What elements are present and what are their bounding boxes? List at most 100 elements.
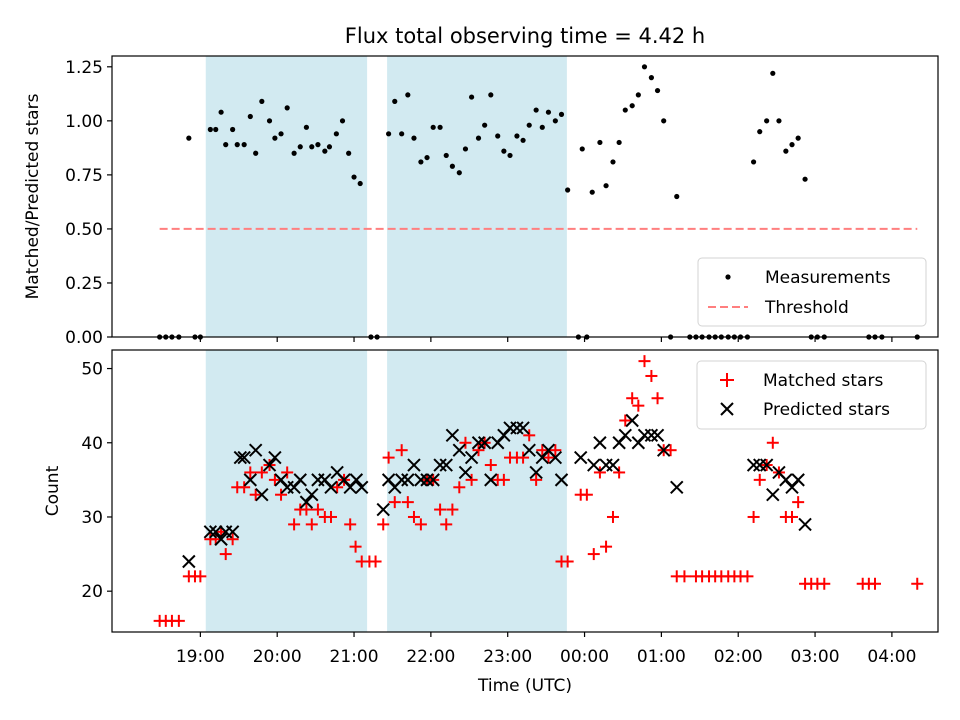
measurement-point: [315, 142, 321, 148]
matched-point: [465, 473, 478, 486]
measurement-point: [272, 135, 278, 141]
measurement-point: [346, 150, 352, 156]
bottom-y-ticks: 20 30 40 50: [81, 360, 112, 602]
matched-point: [747, 510, 760, 523]
top-axes: 0.00 0.25 0.50 0.75 1.00 1.25 Matched/Predict…: [23, 55, 939, 348]
predicted-point: [243, 473, 258, 487]
predicted-point: [225, 525, 240, 539]
predicted-point: [593, 436, 607, 450]
matched-point: [238, 481, 251, 494]
measurement-point: [392, 98, 398, 104]
x-tick-label: 20:00: [253, 647, 302, 667]
predicted-point: [209, 525, 223, 539]
predicted-point: [376, 502, 390, 517]
predicted-point: [464, 450, 479, 465]
x-tick-label: 19:00: [176, 647, 225, 667]
predicted-point: [746, 458, 761, 472]
bottom-legend: Matched stars Predicted stars: [696, 360, 927, 430]
predicted-point: [401, 473, 415, 487]
measurement-point: [795, 135, 801, 141]
measurement-point: [297, 144, 303, 150]
predicted-point: [305, 488, 319, 502]
matched-point: [523, 429, 536, 442]
matched-point: [786, 510, 799, 523]
bottom-axes: 20 30 40 50 19:00 20:00 21:00 22:00 23:00 00:00 0…: [43, 349, 939, 696]
measurement-point: [418, 159, 424, 165]
measurement-point: [533, 107, 539, 113]
matched-point: [497, 473, 510, 486]
predicted-point: [420, 473, 434, 487]
predicted-point: [248, 443, 263, 457]
predicted-point: [394, 473, 409, 487]
top-y-axis-label: Matched/Predicted stars: [23, 93, 43, 299]
matched-point: [580, 488, 593, 501]
matched-point: [401, 496, 414, 509]
matched-point: [561, 555, 574, 568]
measurement-point: [291, 150, 297, 156]
predicted-point: [798, 517, 812, 532]
measurement-point: [303, 124, 309, 130]
matched-point: [638, 355, 651, 368]
y-tick-label: 40: [81, 434, 103, 454]
predicted-point: [766, 488, 780, 502]
matched-point: [344, 518, 357, 531]
legend-measurements-label: Measurements: [765, 268, 891, 288]
predicted-point: [233, 450, 248, 465]
x-tick-label: 01:00: [637, 647, 686, 667]
y-tick-label: 50: [81, 360, 103, 380]
measurement-point: [482, 122, 488, 128]
matched-point: [542, 451, 555, 464]
matched-point: [395, 444, 408, 457]
measurement-point: [309, 144, 315, 150]
measurement-point: [789, 142, 795, 148]
matched-point: [244, 466, 257, 479]
predicted-point: [484, 473, 498, 487]
matched-point: [331, 481, 344, 494]
predicted-point: [203, 525, 218, 539]
matched-point: [407, 510, 420, 523]
predicted-point: [606, 458, 620, 472]
predicted-point: [554, 473, 569, 487]
matched-stars-points: [153, 355, 924, 627]
measurement-point: [230, 126, 236, 133]
shaded-interval-1: [205, 56, 368, 337]
measurement-point: [266, 118, 273, 124]
predicted-point: [426, 473, 440, 487]
measurement-point: [247, 113, 253, 120]
measurement-point: [253, 150, 259, 156]
predicted-point: [644, 428, 659, 443]
x-tick-label: 00:00: [560, 647, 609, 667]
matched-point: [741, 570, 754, 583]
measurement-point: [629, 103, 635, 109]
predicted-point: [324, 480, 338, 494]
predicted-point: [445, 428, 460, 443]
predicted-point: [299, 495, 314, 509]
matched-point: [275, 488, 288, 501]
predicted-stars-points: [182, 413, 812, 569]
matched-point: [226, 533, 239, 546]
matched-point: [172, 614, 185, 627]
top-axes-frame: [111, 55, 939, 338]
bottom-x-ticks: 19:00 20:00 21:00 22:00 23:00 00:00 01:00 02:00…: [176, 632, 916, 667]
bottom-axes-frame: [111, 349, 939, 633]
x-tick-label: 22:00: [406, 647, 455, 667]
matched-point: [587, 548, 600, 561]
y-tick-label: 0.50: [65, 220, 103, 240]
matched-point: [472, 444, 485, 457]
x-tick-label: 23:00: [483, 647, 532, 667]
measurement-point: [776, 118, 782, 124]
matched-point: [349, 540, 362, 553]
measurement-point: [218, 109, 224, 115]
matched-point: [249, 488, 262, 501]
matched-point: [388, 496, 401, 509]
predicted-point: [407, 458, 421, 472]
measurement-point: [186, 135, 192, 141]
matched-point: [281, 466, 294, 479]
matched-point: [651, 392, 664, 405]
matched-point: [600, 540, 613, 553]
measurement-point: [241, 142, 247, 148]
matched-point: [619, 414, 632, 427]
matched-point: [219, 548, 232, 561]
x-tick-label: 04:00: [867, 647, 916, 667]
